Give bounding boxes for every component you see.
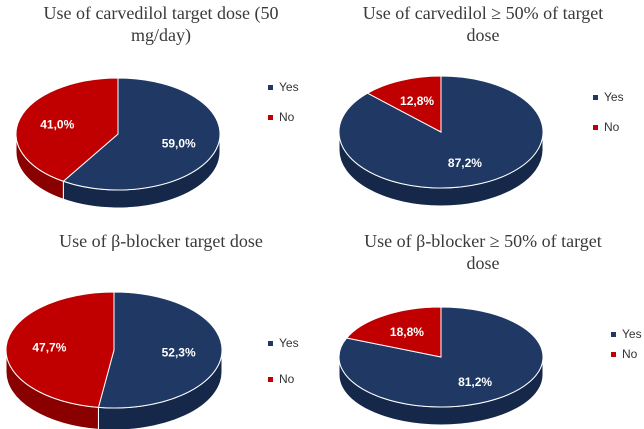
pie-slice-no: [345, 306, 442, 358]
legend-label: No: [604, 120, 620, 134]
chart-title-line: Use of β-blocker target dose: [59, 231, 263, 251]
legend-item-yes: Yes: [268, 80, 299, 94]
legend-item-yes: Yes: [268, 336, 299, 350]
legend-label: No: [279, 372, 295, 386]
pie-slice-no: [366, 75, 442, 133]
legend-swatch: [268, 114, 273, 120]
chart-title-line: Use of carvedilol target dose (50: [43, 3, 279, 23]
legend-item-no: No: [593, 120, 624, 134]
chart-title-line: Use of carvedilol ≥ 50% of target: [362, 3, 604, 23]
legend-label: Yes: [279, 336, 299, 350]
slice-label: 18,8%: [390, 325, 424, 339]
legend-item-no: No: [611, 347, 642, 361]
legend-label: No: [279, 110, 295, 124]
pie-slice-yes: [62, 77, 221, 191]
slice-label: 87,2%: [448, 156, 482, 170]
chart-legend: Yes No: [268, 336, 299, 386]
slice-label: 47,7%: [32, 340, 66, 354]
slice-label: 59,0%: [162, 137, 196, 151]
slice-label: 52,3%: [162, 346, 196, 360]
legend-swatch: [268, 84, 273, 90]
legend-label: No: [622, 347, 638, 361]
chart-title: Use of β-blocker ≥ 50% of target dose: [322, 230, 644, 274]
legend-swatch: [593, 94, 598, 100]
legend-item-yes: Yes: [611, 327, 642, 341]
legend-label: Yes: [622, 327, 642, 341]
pie-slice-no: [15, 77, 119, 182]
legend-item-yes: Yes: [593, 90, 624, 104]
legend-item-no: No: [268, 372, 299, 386]
chart-legend: Yes No: [268, 80, 299, 124]
legend-swatch: [268, 340, 273, 346]
legend-swatch: [593, 124, 598, 130]
chart-title-line: dose: [466, 253, 500, 273]
legend-item-no: No: [268, 110, 299, 124]
pie-slice-no: [5, 291, 115, 408]
chart-title: Use of carvedilol target dose (50 mg/day): [0, 2, 322, 46]
pie-slice-yes: [97, 291, 223, 409]
legend-swatch: [268, 376, 273, 382]
legend-label: Yes: [604, 90, 624, 104]
legend-swatch: [611, 331, 616, 337]
chart-legend: Yes No: [593, 90, 624, 134]
slice-label: 81,2%: [458, 375, 492, 389]
slice-label: 12,8%: [400, 94, 434, 108]
chart-title: Use of β-blocker target dose: [0, 230, 322, 252]
chart-legend: Yes No: [611, 327, 642, 361]
chart-title-line: dose: [466, 25, 500, 45]
chart-title-line: Use of β-blocker ≥ 50% of target: [364, 231, 602, 251]
legend-swatch: [611, 351, 616, 357]
chart-title-line: mg/day): [131, 25, 191, 45]
legend-label: Yes: [279, 80, 299, 94]
chart-title: Use of carvedilol ≥ 50% of target dose: [322, 2, 644, 46]
slice-label: 41,0%: [40, 117, 74, 131]
